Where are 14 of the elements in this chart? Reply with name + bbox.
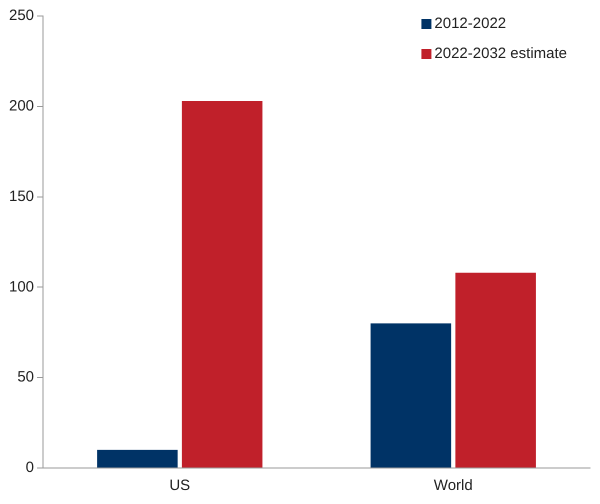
y-tick-label: 0 (26, 459, 34, 476)
bar (370, 323, 452, 468)
y-tick-label: 100 (8, 278, 34, 296)
x-tick-label: World (434, 477, 473, 494)
bar (455, 272, 536, 468)
legend-label: 2022-2032 estimate (434, 45, 568, 62)
legend-label: 2012-2022 (434, 15, 506, 32)
y-tick-label: 250 (8, 7, 34, 24)
x-tick-label: US (169, 477, 190, 494)
bar (182, 100, 262, 468)
y-tick-label: 150 (8, 188, 34, 205)
y-tick-label: 50 (17, 368, 34, 386)
bar (97, 450, 178, 468)
y-tick-label: 200 (8, 98, 34, 115)
